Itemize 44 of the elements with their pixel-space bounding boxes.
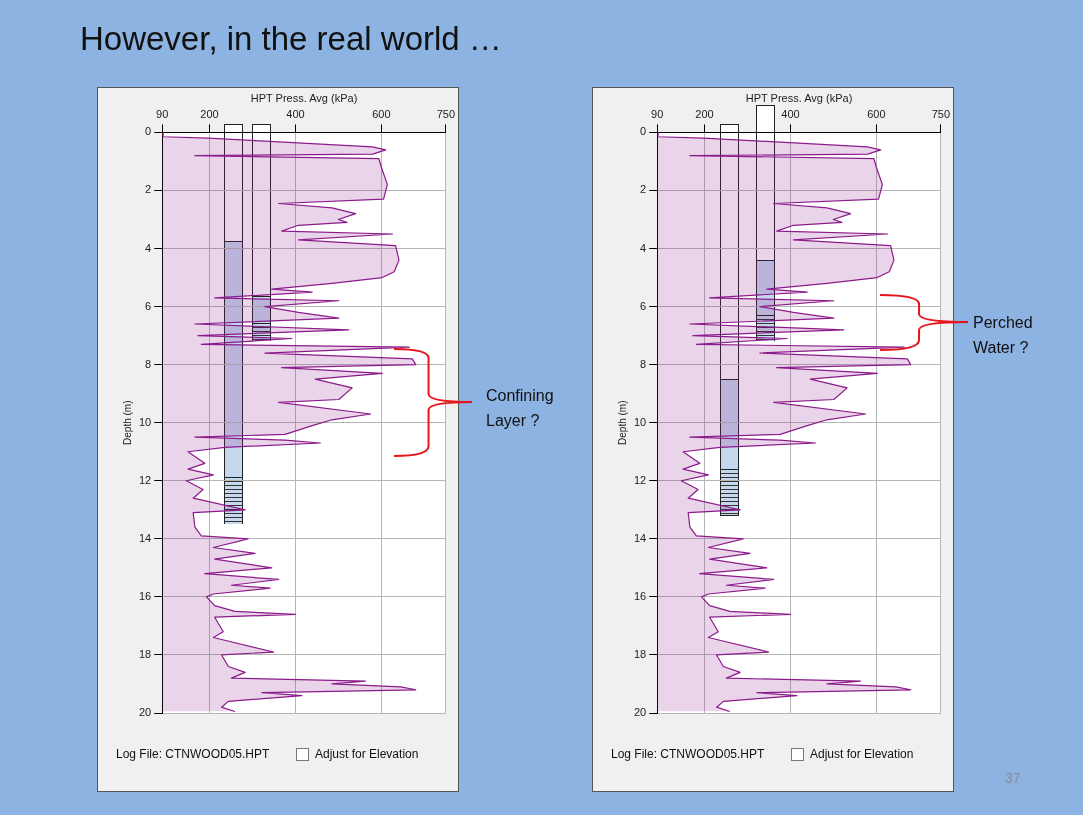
text: However, in the real world … xyxy=(80,20,502,58)
y-tick-label: 18 xyxy=(633,647,647,660)
y-axis-title: Depth (m) xyxy=(121,400,133,445)
text: Log File: CTNWOOD05.HPT xyxy=(611,747,765,761)
y-tick-label: 2 xyxy=(145,183,152,196)
x-tick-label: 400 xyxy=(286,107,305,120)
text: Log File: CTNWOOD05.HPT xyxy=(116,747,270,761)
y-tick-label: 14 xyxy=(633,531,647,544)
y-axis-title: Depth (m) xyxy=(616,400,628,445)
text: Adjust for Elevation xyxy=(810,747,914,761)
y-tick-label: 18 xyxy=(138,647,152,660)
text: Perched Water ? xyxy=(973,313,1034,358)
y-tick-label: 12 xyxy=(633,473,647,486)
y-tick-label: 10 xyxy=(633,415,647,428)
x-tick-label: 750 xyxy=(931,107,950,120)
y-tick-label: 2 xyxy=(640,183,647,196)
text: 37 xyxy=(1005,770,1021,786)
x-tick-label: 90 xyxy=(651,107,664,120)
x-axis-title: HPT Press. Avg (kPa) xyxy=(250,91,358,104)
y-tick-label: 20 xyxy=(633,706,647,719)
y-tick-label: 6 xyxy=(145,299,152,312)
y-tick-label: 8 xyxy=(640,357,647,370)
x-tick-label: 400 xyxy=(781,107,800,120)
x-tick-label: 750 xyxy=(436,107,455,120)
y-tick-label: 16 xyxy=(138,589,152,602)
y-tick-label: 20 xyxy=(138,706,152,719)
text: Confining Layer ? xyxy=(486,386,555,431)
y-tick-label: 14 xyxy=(138,531,152,544)
y-tick-label: 6 xyxy=(640,299,647,312)
x-tick-label: 200 xyxy=(695,107,714,120)
y-tick-label: 12 xyxy=(138,473,152,486)
y-tick-label: 8 xyxy=(145,357,152,370)
y-tick-label: 0 xyxy=(145,125,152,138)
x-tick-label: 600 xyxy=(867,107,886,120)
y-tick-label: 4 xyxy=(640,241,647,254)
x-tick-label: 90 xyxy=(156,107,169,120)
text: Adjust for Elevation xyxy=(315,747,419,761)
y-tick-label: 4 xyxy=(145,241,152,254)
y-tick-label: 16 xyxy=(633,589,647,602)
y-tick-label: 10 xyxy=(138,415,152,428)
x-tick-label: 600 xyxy=(372,107,391,120)
x-tick-label: 200 xyxy=(200,107,219,120)
y-tick-label: 0 xyxy=(640,125,647,138)
x-axis-title: HPT Press. Avg (kPa) xyxy=(745,91,853,104)
